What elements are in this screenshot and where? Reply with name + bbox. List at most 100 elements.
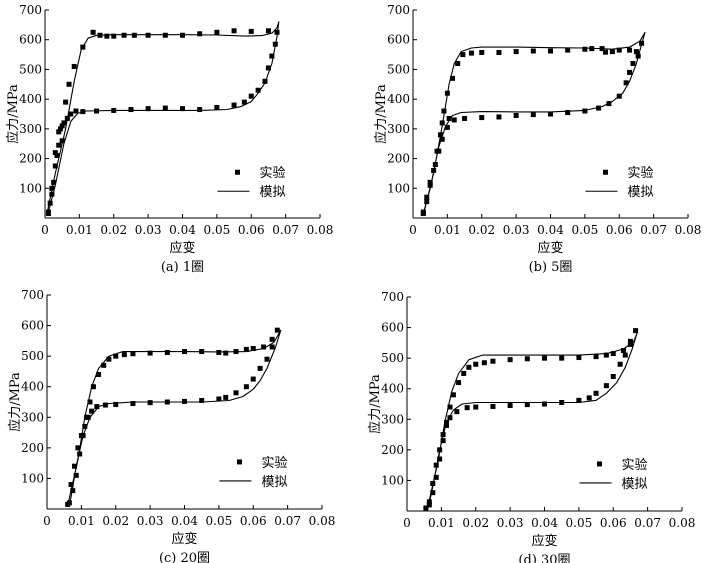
panel-caption: (d) 30圈 [518, 553, 570, 563]
data-point-experiment [473, 361, 479, 367]
y-tick-label: 700 [381, 290, 404, 304]
data-point-experiment [473, 404, 479, 410]
data-point-experiment [61, 120, 67, 126]
data-point-experiment [593, 354, 599, 360]
data-point-experiment [507, 403, 513, 409]
data-point-experiment [439, 136, 445, 142]
data-point-experiment [565, 110, 571, 116]
data-point-experiment [436, 148, 442, 154]
data-point-experiment [94, 404, 100, 410]
data-point-experiment [255, 87, 261, 93]
data-point-experiment [231, 28, 237, 34]
x-tick-label: 0.04 [531, 516, 558, 530]
x-tick-label: 0.04 [537, 223, 564, 237]
y-tick-label: 600 [387, 33, 410, 47]
x-tick-label: 0.08 [669, 516, 696, 530]
x-tick-label: 0.02 [102, 514, 129, 528]
x-axis-title: 应变 [531, 533, 557, 549]
x-tick-label: 0.04 [171, 514, 198, 528]
data-point-experiment [82, 423, 88, 429]
data-point-experiment [466, 364, 472, 370]
data-point-experiment [68, 482, 74, 488]
y-tick-label: 400 [387, 92, 410, 106]
data-point-experiment [147, 350, 153, 356]
data-point-experiment [59, 123, 65, 129]
data-point-experiment [274, 327, 280, 333]
data-point-experiment [576, 355, 582, 361]
data-point-experiment [455, 60, 461, 66]
legend-label-simulation: 模拟 [628, 185, 654, 200]
y-tick-label: 700 [387, 3, 410, 17]
data-point-experiment [513, 49, 519, 55]
data-point-experiment [460, 52, 466, 58]
data-point-experiment [444, 422, 450, 428]
x-tick-label: 0.01 [428, 516, 455, 530]
data-point-experiment [113, 401, 119, 407]
data-point-experiment [596, 105, 602, 111]
legend-label-simulation: 模拟 [260, 185, 286, 200]
y-tick-label: 500 [387, 62, 410, 76]
legend-marker-experiment [603, 169, 608, 175]
x-tick-label: 0.01 [68, 514, 95, 528]
data-point-experiment [468, 50, 474, 56]
data-point-experiment [433, 462, 439, 468]
data-point-experiment [610, 373, 616, 379]
x-tick-label: 0.02 [468, 223, 495, 237]
x-tick-label: 0.01 [66, 223, 93, 237]
data-point-experiment [90, 29, 96, 35]
data-point-experiment [627, 338, 633, 344]
y-tick-label: 500 [19, 62, 42, 76]
data-point-experiment [72, 463, 77, 469]
chart-panel-0: 0 0.01 0.02 0.03 0.04 0.05 0.06 0.07 0.08 100 200 3… [5, 3, 333, 275]
x-tick-label: 0 [43, 514, 51, 528]
y-tick-label: 100 [381, 473, 404, 487]
x-tick-label: 0.05 [206, 514, 233, 528]
data-point-experiment [243, 346, 249, 352]
data-point-experiment [250, 376, 256, 382]
data-point-experiment [269, 344, 275, 350]
data-point-experiment [264, 356, 270, 362]
data-point-experiment [49, 191, 55, 197]
data-point-experiment [447, 415, 453, 421]
x-tick-label: 0.05 [566, 516, 593, 530]
legend-label-experiment: 实验 [262, 455, 288, 471]
y-tick-label: 100 [387, 181, 410, 195]
data-point-experiment [542, 355, 547, 361]
data-point-experiment [609, 49, 615, 55]
data-point-experiment [464, 405, 470, 411]
chart-panel-1: 0 0.01 0.02 0.03 0.04 0.05 0.06 0.07 0.08 100 200 3… [373, 3, 701, 275]
y-axis-title: 应力/MPa [373, 84, 389, 144]
data-point-experiment [530, 48, 536, 54]
data-point-experiment [104, 33, 110, 39]
data-point-experiment [130, 351, 136, 357]
y-tick-label: 600 [381, 321, 404, 335]
data-point-experiment [603, 352, 609, 358]
data-point-experiment [66, 81, 72, 87]
data-point-experiment [101, 362, 107, 368]
data-point-experiment [542, 401, 547, 407]
x-axis-title: 应变 [537, 240, 563, 256]
series-line-simulation [46, 21, 280, 216]
y-tick-label: 400 [381, 382, 404, 396]
data-point-experiment [216, 396, 222, 402]
data-point-experiment [214, 104, 220, 110]
data-point-experiment [261, 344, 267, 350]
x-tick-label: 0.08 [309, 514, 336, 528]
data-point-experiment [180, 32, 185, 38]
data-point-experiment [197, 107, 203, 113]
y-axis-title: 应力/MPa [367, 374, 383, 434]
data-point-experiment [63, 99, 69, 105]
x-tick-label: 0.08 [675, 223, 702, 237]
data-point-experiment [576, 397, 582, 403]
y-tick-label: 700 [21, 288, 44, 302]
y-axis-title: 应力/MPa [5, 84, 21, 144]
data-point-experiment [147, 400, 153, 406]
legend-label-simulation: 模拟 [622, 477, 648, 492]
data-point-experiment [87, 399, 93, 405]
data-point-experiment [582, 46, 588, 52]
data-point-experiment [265, 28, 271, 34]
data-point-experiment [462, 115, 468, 121]
x-tick-label: 0 [403, 516, 411, 530]
chart-panel-2: 0 0.01 0.02 0.03 0.04 0.05 0.06 0.07 0.08 100 200 3… [7, 288, 335, 563]
